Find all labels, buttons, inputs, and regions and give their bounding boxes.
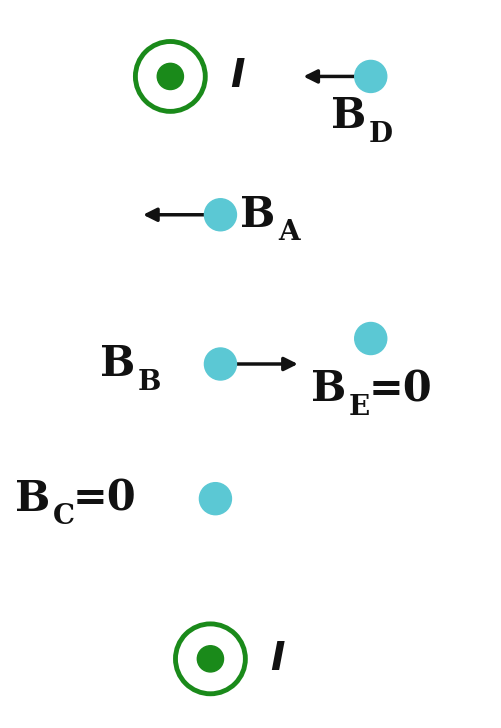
Text: I: I	[230, 58, 245, 95]
Ellipse shape	[197, 646, 223, 672]
Ellipse shape	[199, 483, 231, 515]
Text: C: C	[53, 503, 75, 531]
Text: D: D	[368, 121, 392, 149]
Text: I: I	[271, 640, 285, 678]
Text: B: B	[138, 368, 161, 396]
Text: B: B	[311, 368, 346, 411]
Text: =0: =0	[368, 368, 432, 411]
Ellipse shape	[204, 199, 236, 231]
Text: =0: =0	[73, 478, 136, 520]
Ellipse shape	[157, 63, 183, 90]
Ellipse shape	[204, 348, 236, 380]
Text: B: B	[240, 194, 276, 236]
Ellipse shape	[355, 323, 387, 355]
Text: E: E	[348, 394, 369, 422]
Text: B: B	[15, 478, 50, 520]
Ellipse shape	[355, 60, 387, 92]
Text: A: A	[278, 219, 300, 247]
Text: B: B	[331, 95, 366, 138]
Text: B: B	[100, 343, 135, 385]
